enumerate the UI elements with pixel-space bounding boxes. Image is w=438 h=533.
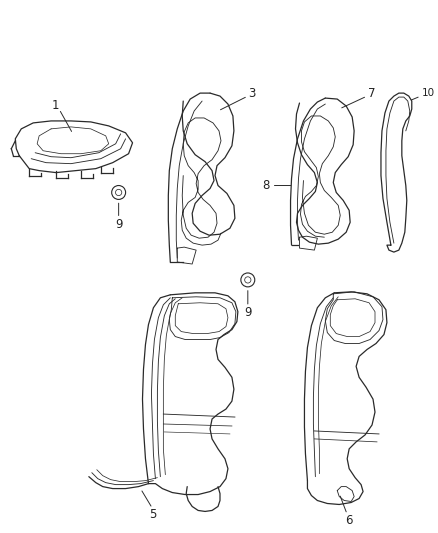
Text: 7: 7 (368, 86, 376, 100)
Text: 3: 3 (248, 86, 255, 100)
Text: 6: 6 (346, 514, 353, 527)
Text: 9: 9 (115, 218, 122, 231)
Text: 5: 5 (149, 508, 156, 521)
Text: 1: 1 (51, 99, 59, 111)
Text: 9: 9 (244, 306, 251, 319)
Text: 10: 10 (422, 88, 435, 98)
Text: 8: 8 (262, 179, 269, 192)
